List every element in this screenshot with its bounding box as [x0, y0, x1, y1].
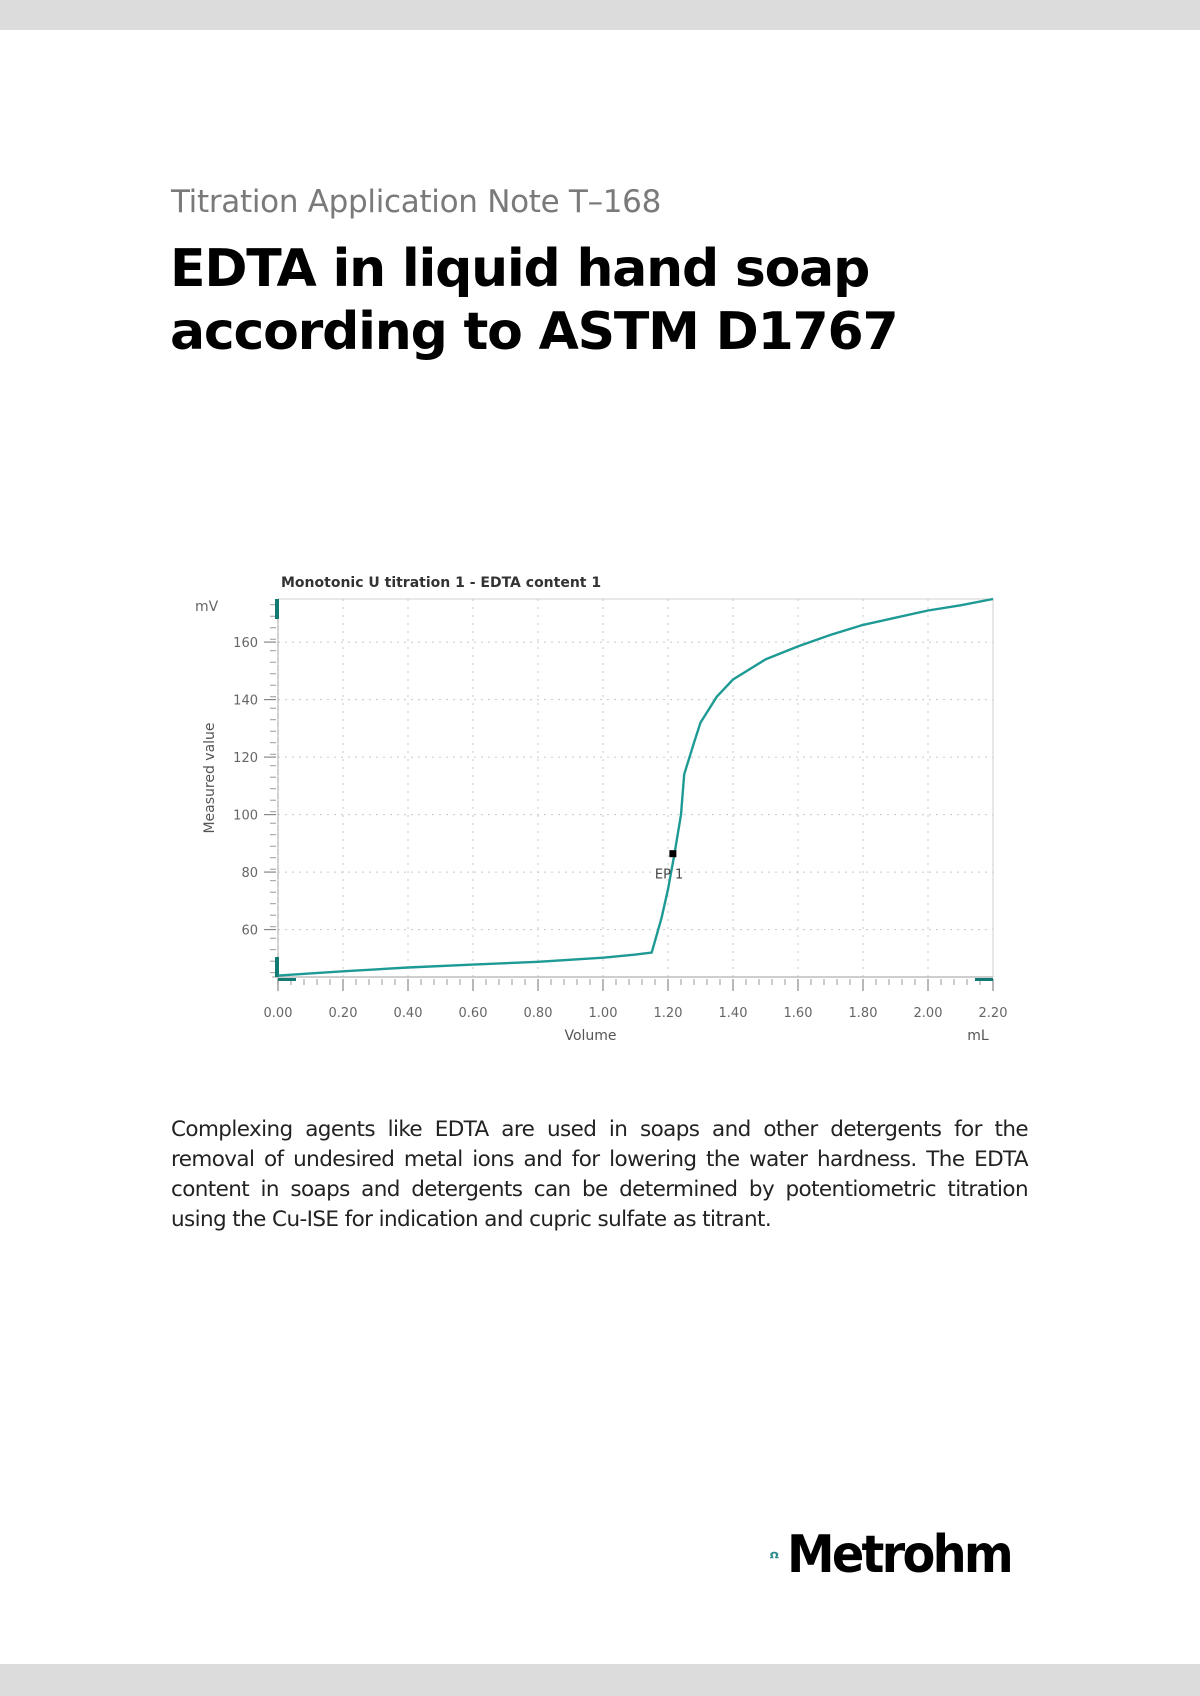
x-tick-label: 1.20: [654, 1006, 683, 1021]
document-page: Titration Application Note T–168 EDTA in…: [0, 30, 1200, 1664]
y-tick-label: 140: [233, 694, 258, 709]
x-range-left-marker: [278, 978, 296, 981]
chart-canvas: Monotonic U titration 1 - EDTA content 1…: [195, 575, 1008, 1044]
logo-wordmark: Metrohm: [786, 1525, 1014, 1585]
y-tick-label: 100: [233, 809, 258, 824]
title-line-2: according to ASTM D1767: [170, 302, 899, 362]
intro-paragraph: Complexing agents like EDTA are used in …: [171, 1117, 1029, 1232]
x-tick-label: 1.60: [784, 1006, 813, 1021]
metrohm-logo: Metrohm: [770, 1520, 1030, 1590]
x-axis-title: Volume: [564, 1028, 616, 1044]
y-tick-label: 80: [241, 866, 258, 881]
titration-curve: [277, 597, 994, 977]
y-tick-label: 60: [241, 924, 258, 939]
x-tick-label: 0.40: [394, 1006, 423, 1021]
endpoint-marker: [669, 850, 677, 858]
x-tick-label: 0.20: [329, 1006, 358, 1021]
titration-curve-chart: Monotonic U titration 1 - EDTA content 1…: [185, 535, 1025, 1055]
y-axis-title: Measured value: [202, 722, 218, 833]
chart-title: Monotonic U titration 1 - EDTA content 1: [281, 575, 601, 591]
endpoint-label: EP 1: [655, 868, 683, 883]
x-tick-label: 0.80: [524, 1006, 553, 1021]
document-title: EDTA in liquid hand soap according to AS…: [170, 238, 1070, 364]
x-unit-label: mL: [967, 1028, 989, 1044]
application-note-number: Titration Application Note T–168: [171, 184, 662, 220]
y-tick-label: 160: [233, 636, 258, 651]
y-range-top-marker: [275, 599, 279, 619]
x-tick-label: 2.20: [979, 1006, 1008, 1021]
y-tick-label: 120: [233, 751, 258, 766]
x-tick-label: 0.00: [264, 1006, 293, 1021]
omega-icon: [770, 1551, 779, 1559]
x-tick-label: 0.60: [459, 1006, 488, 1021]
x-range-right-marker: [975, 978, 993, 981]
y-range-bottom-marker: [275, 957, 279, 977]
title-line-1: EDTA in liquid hand soap: [170, 239, 870, 299]
x-tick-label: 1.00: [589, 1006, 618, 1021]
plot-frame: [277, 598, 994, 978]
x-tick-label: 2.00: [914, 1006, 943, 1021]
x-tick-label: 1.80: [849, 1006, 878, 1021]
x-tick-label: 1.40: [719, 1006, 748, 1021]
y-unit-label: mV: [195, 599, 219, 615]
